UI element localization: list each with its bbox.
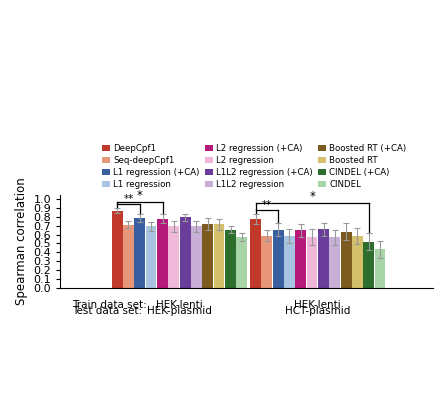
Bar [363, 242, 374, 287]
Bar [157, 219, 168, 287]
Bar [123, 225, 134, 287]
Text: HEK-lenti: HEK-lenti [156, 300, 203, 310]
Text: **: ** [123, 194, 134, 204]
Bar [261, 235, 272, 287]
Bar [214, 224, 224, 287]
Bar [112, 211, 123, 287]
Bar [284, 236, 295, 287]
Bar [329, 237, 340, 287]
Bar [134, 218, 145, 287]
Bar [180, 217, 190, 287]
Y-axis label: Spearman correlation: Spearman correlation [15, 177, 28, 305]
Text: HCT-plasmid: HCT-plasmid [285, 306, 350, 316]
Text: Train data set:: Train data set: [72, 300, 146, 310]
Text: **: ** [262, 200, 272, 210]
Bar [318, 229, 329, 287]
Bar [236, 237, 247, 287]
Bar [250, 219, 261, 287]
Bar [168, 226, 179, 287]
Bar [191, 226, 202, 287]
Bar [306, 237, 317, 287]
Bar [146, 226, 156, 287]
Text: Test data set:: Test data set: [72, 306, 142, 316]
Bar [225, 230, 236, 287]
Bar [296, 230, 306, 287]
Text: HEK-plasmid: HEK-plasmid [147, 306, 212, 316]
Text: HEK-lenti: HEK-lenti [294, 300, 341, 310]
Bar [341, 232, 352, 287]
Text: *: * [137, 189, 143, 202]
Text: *: * [309, 190, 315, 203]
Bar [202, 224, 213, 287]
Bar [375, 249, 385, 287]
Legend: DeepCpf1, Seq-deepCpf1, L1 regression (+CA), L1 regression, L2 regression (+CA),: DeepCpf1, Seq-deepCpf1, L1 regression (+… [101, 143, 407, 190]
Bar [273, 230, 284, 287]
Bar [352, 236, 363, 287]
